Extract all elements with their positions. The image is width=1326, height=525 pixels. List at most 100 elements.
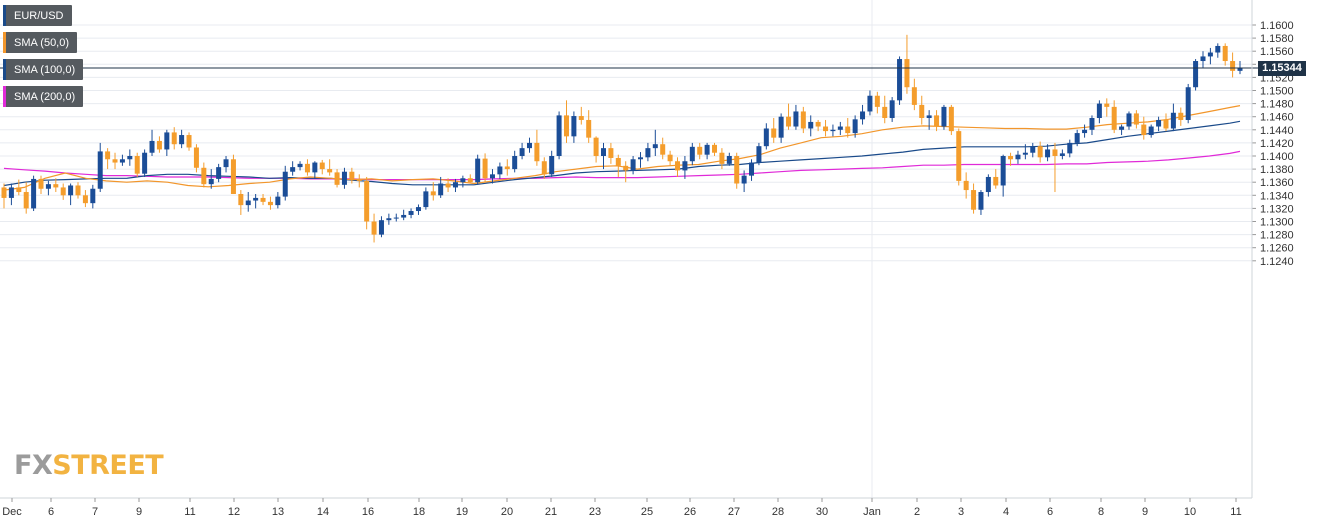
candle [1082, 124, 1088, 138]
candle [1067, 139, 1073, 158]
candle-body [193, 147, 199, 168]
x-tick-label: 8 [1098, 506, 1104, 518]
candle-body [179, 135, 185, 145]
candle-body [1096, 103, 1102, 119]
candle [1200, 51, 1206, 68]
candle-body [852, 119, 858, 134]
candle-body [438, 183, 444, 196]
candle-body [571, 116, 577, 137]
candle-body [245, 200, 251, 206]
candle-body [1126, 113, 1132, 127]
candle-body [127, 156, 133, 160]
candle-body [1237, 67, 1243, 71]
candle [734, 152, 740, 189]
candle [68, 183, 74, 206]
candle [1030, 142, 1036, 158]
candle-body [667, 154, 673, 162]
candle [519, 142, 525, 160]
legend-item-sma100[interactable]: SMA (100,0) [3, 59, 84, 80]
candle-body [149, 140, 155, 153]
candle [1230, 52, 1236, 78]
y-tick-label: 1.1260 [1260, 243, 1294, 255]
candle-body [119, 159, 125, 163]
candle-body [364, 180, 370, 222]
candle [1045, 144, 1051, 162]
candle-body [534, 142, 540, 162]
candle-body [830, 129, 836, 132]
candle [941, 104, 947, 130]
x-tick-label: 9 [1142, 506, 1148, 518]
candle-body [630, 159, 636, 171]
candle [38, 175, 44, 194]
candle [904, 34, 910, 94]
candle-body [719, 152, 725, 164]
candle-body [423, 191, 429, 208]
x-tick-label: 19 [456, 506, 468, 518]
candle [541, 157, 547, 179]
candle-body [845, 126, 851, 134]
candle [1096, 100, 1102, 124]
candle [534, 129, 540, 166]
candle [253, 193, 259, 209]
candle [282, 165, 288, 201]
candle-body [823, 126, 829, 132]
candle-body [460, 178, 466, 183]
candle-body [467, 178, 473, 183]
candle [8, 183, 14, 206]
chart-grid [0, 0, 1252, 498]
legend-item-sma50[interactable]: SMA (50,0) [3, 32, 78, 53]
candle [1015, 150, 1021, 164]
candle-body [1222, 45, 1228, 62]
candle [319, 159, 325, 175]
candle [578, 106, 584, 125]
y-tick-label: 1.1400 [1260, 151, 1294, 163]
candle-body [430, 191, 436, 196]
legend-label-sma200: SMA (200,0) [14, 90, 76, 103]
candle [823, 119, 829, 137]
x-tick-label: 9 [136, 506, 142, 518]
x-tick-label: 12 [228, 506, 240, 518]
candle [778, 113, 784, 143]
candle-body [134, 156, 140, 174]
legend-item-eurusd[interactable]: EUR/USD [3, 5, 72, 26]
candle [216, 163, 222, 183]
candle [45, 180, 51, 196]
candle [142, 149, 148, 177]
candle [645, 142, 651, 162]
candle-body [23, 192, 29, 209]
x-tick-label: 10 [1184, 506, 1196, 518]
candle-body [808, 121, 814, 129]
candle-body [408, 211, 414, 215]
candle [897, 56, 903, 105]
candle-body [16, 187, 22, 193]
legend-label-sma50: SMA (50,0) [14, 36, 70, 49]
candle [763, 123, 769, 150]
candle-body [704, 144, 710, 155]
candle-body [401, 214, 407, 218]
fxstreet-logo: FXSTREET [14, 450, 164, 481]
candle-body [82, 195, 88, 204]
candle [874, 91, 880, 114]
y-tick-label: 1.1240 [1260, 256, 1294, 268]
candle [230, 154, 236, 194]
candle-body [675, 161, 681, 171]
y-tick-label: 1.1360 [1260, 177, 1294, 189]
candle-body [1215, 45, 1221, 53]
candle-body [882, 106, 888, 119]
candle [312, 161, 318, 179]
candle-body [645, 148, 651, 158]
legend-item-sma200[interactable]: SMA (200,0) [3, 86, 84, 107]
candle [667, 150, 673, 166]
candle-body [978, 192, 984, 210]
candle [623, 161, 629, 183]
candle [415, 204, 421, 215]
candle-body [860, 111, 866, 120]
candle [208, 169, 214, 189]
candle [489, 169, 495, 184]
candle [1126, 111, 1132, 130]
candle-body [1045, 149, 1051, 158]
candle-body [312, 162, 318, 173]
candle [919, 95, 925, 125]
candle-body [652, 144, 658, 149]
y-tick-label: 1.1580 [1260, 33, 1294, 45]
